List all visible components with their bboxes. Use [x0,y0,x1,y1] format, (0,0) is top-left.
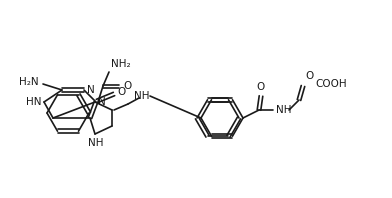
Text: COOH: COOH [315,79,347,89]
Text: NH: NH [276,105,292,115]
Text: N: N [87,85,95,95]
Text: NH: NH [88,138,104,148]
Text: N: N [98,97,106,107]
Text: O: O [117,87,125,97]
Text: H₂N: H₂N [19,77,39,87]
Text: O: O [257,82,265,92]
Text: NH₂: NH₂ [111,59,131,69]
Text: O: O [123,81,131,91]
Text: O: O [305,71,313,81]
Text: HN: HN [25,97,41,107]
Text: NH: NH [134,91,150,101]
